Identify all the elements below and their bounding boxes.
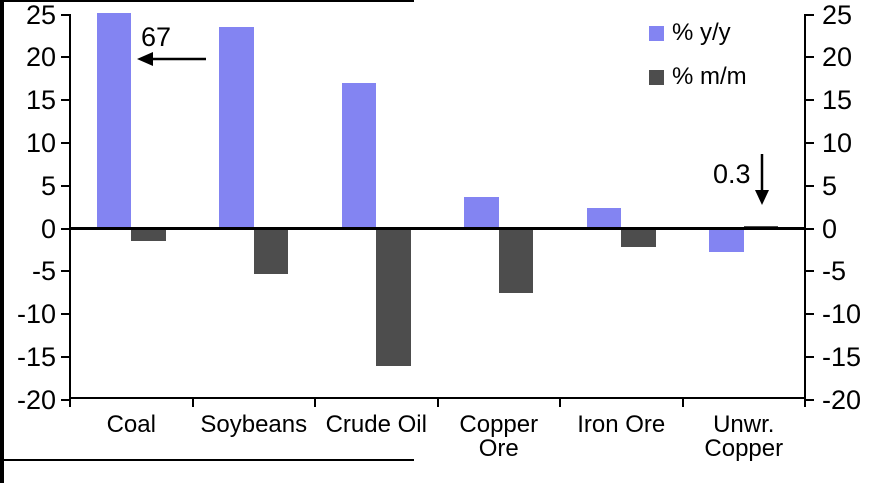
down-arrow-icon [755,154,769,205]
y-tick-label-right-25: 25 [822,0,853,30]
y-tick-right--20 [805,398,814,401]
legend-item-yy: % y/y [649,21,747,45]
y-tick-right-15 [805,99,814,102]
x-boundary-tick-5 [681,398,684,407]
y-tick-label-right-0: 0 [822,213,838,244]
y-tick-label-right--10: -10 [822,299,862,330]
y-tick-label-left-5: 5 [40,170,56,201]
y-tick-left-10 [61,141,70,144]
y-tick-right-5 [805,184,814,187]
y-tick-right--15 [805,355,814,358]
y-tick-label-left--10: -10 [16,299,56,330]
y-tick-left--5 [61,270,70,273]
y-tick-right-20 [805,56,814,59]
y-tick-label-left--20: -20 [16,384,56,415]
category-label-soybeans: Soybeans [200,411,308,438]
y-tick-left-25 [61,13,70,16]
x-boundary-tick-3 [436,398,439,407]
bar-y-y-crude-oil [341,83,377,229]
annotation-unwr-copper-mm-value: 0.3 [713,159,751,189]
bar-m-m-soybeans [253,228,289,274]
bar-m-m-copper-ore [498,228,534,293]
bar-y-y-soybeans [219,27,254,229]
y-tick-label-left-0: 0 [40,213,56,244]
y-tick-label-left--5: -5 [31,256,56,287]
y-tick-label-left-15: 15 [25,85,56,116]
y-tick-left-0 [61,227,70,230]
y-tick-right--10 [805,313,814,316]
y-tick-label-right-10: 10 [822,127,853,158]
legend-item-mm: % m/m [649,65,747,89]
y-tick-left-5 [61,184,70,187]
figure-border-left [0,0,4,483]
y-tick-label-left-10: 10 [25,127,56,158]
y-axis-right [804,14,806,402]
bar-y-y-coal [96,12,132,229]
y-tick-left--20 [61,398,70,401]
y-tick-right--5 [805,270,814,273]
x-boundary-tick-1 [191,398,194,407]
mm-series-swatch-icon [649,69,664,85]
y-tick-left-20 [61,56,70,59]
category-label-unwr-copper: Unwr. Copper [704,411,784,462]
bar-m-m-crude-oil [376,228,411,367]
y-tick-label-right--5: -5 [822,256,847,287]
bar-y-y-unwr-copper [709,228,744,252]
legend: % y/y % m/m [649,21,747,109]
zero-baseline [70,227,805,230]
x-boundary-tick-6 [804,398,806,407]
bar-y-y-iron-ore [586,207,622,229]
bar-m-m-coal [131,228,166,242]
category-label-iron-ore: Iron Ore [577,411,666,438]
y-tick-left--10 [61,313,70,316]
legend-label-mm: % m/m [672,63,747,90]
x-boundary-tick-2 [314,398,316,407]
yy-series-swatch-icon [649,25,664,41]
category-label-crude-oil: Crude Oil [325,411,427,438]
y-tick-right-25 [805,13,814,16]
y-axis-left [69,14,71,407]
y-tick-right-10 [805,141,814,144]
y-tick-right-0 [805,227,814,230]
y-tick-label-right--20: -20 [822,384,862,415]
x-boundary-tick-0 [69,398,71,407]
figure-border-bottom [0,459,414,461]
y-tick-label-right-15: 15 [822,85,853,116]
figure-border-top [0,0,414,2]
y-tick-label-left--15: -15 [16,341,56,372]
y-tick-label-left-20: 20 [25,42,56,73]
bar-m-m-iron-ore [621,228,656,248]
x-boundary-tick-4 [559,398,561,407]
y-tick-label-right-20: 20 [822,42,853,73]
y-tick-label-left-25: 25 [25,0,56,30]
legend-label-yy: % y/y [672,19,731,46]
category-label-coal: Coal [106,411,156,438]
y-tick-left-15 [61,99,70,102]
annotation-coal-offscale-value: 67 [141,22,172,52]
y-tick-left--15 [61,355,70,358]
y-tick-label-right--15: -15 [822,341,862,372]
left-arrow-icon [137,52,206,66]
y-tick-label-right-5: 5 [822,170,838,201]
bar-y-y-copper-ore [464,196,499,229]
category-label-copper-ore: Copper Ore [459,411,539,462]
